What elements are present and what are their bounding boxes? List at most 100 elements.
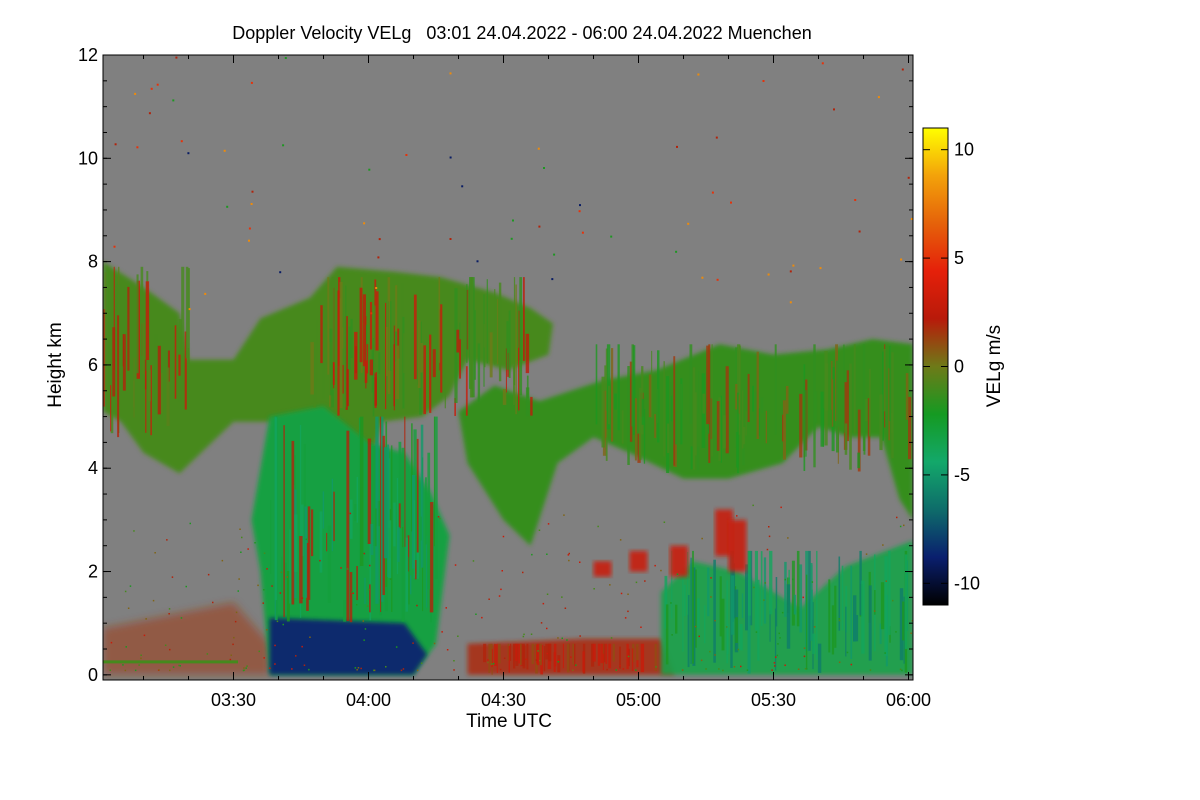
noise-speckle xyxy=(885,580,887,582)
noise-speckle xyxy=(899,525,902,528)
noise-speckle xyxy=(286,576,288,578)
noise-speckle-high xyxy=(858,230,861,233)
noise-speckle xyxy=(635,669,637,671)
streak-column xyxy=(380,416,382,612)
streak-upper xyxy=(372,338,375,417)
streak-column xyxy=(358,417,361,567)
y-tick-label: 0 xyxy=(88,665,98,685)
streak-low-east xyxy=(754,550,758,631)
streak-column xyxy=(407,535,410,572)
streak-east xyxy=(670,395,673,422)
streak-column xyxy=(411,423,413,532)
streak-east xyxy=(820,391,824,447)
noise-speckle-high xyxy=(378,238,381,241)
streak-low-east xyxy=(692,550,694,664)
streak-upper xyxy=(374,372,377,406)
noise-speckle xyxy=(357,667,360,669)
streak-upper xyxy=(397,328,400,359)
streak-east xyxy=(694,392,697,456)
streak-low-up xyxy=(562,643,564,669)
streak-low-east xyxy=(786,584,791,649)
streak-low-up xyxy=(526,643,529,670)
streak-upper xyxy=(505,348,507,393)
streak-east xyxy=(758,408,760,436)
noise-speckle-high xyxy=(537,147,540,150)
streak-low-up xyxy=(514,643,518,662)
streak-column xyxy=(304,506,307,598)
noise-speckle xyxy=(212,601,214,604)
streak-east xyxy=(765,410,767,444)
streak-low-up xyxy=(582,651,585,673)
noise-speckle xyxy=(539,659,541,662)
noise-speckle xyxy=(892,599,894,602)
noise-speckle-high xyxy=(175,56,178,59)
streak-low-east xyxy=(850,565,853,659)
noise-speckle xyxy=(110,641,113,644)
noise-speckle xyxy=(168,608,171,610)
noise-speckle xyxy=(472,560,475,562)
x-tick-label: 05:00 xyxy=(616,690,661,710)
streak-low-east xyxy=(796,550,800,627)
streak-low-up xyxy=(483,643,487,663)
streak-upper xyxy=(187,268,190,399)
streak-upper xyxy=(329,328,333,396)
streak-east xyxy=(857,452,861,469)
noise-speckle xyxy=(700,659,703,662)
noise-speckle xyxy=(838,661,841,663)
noise-speckle-high xyxy=(676,145,678,148)
noise-speckle xyxy=(768,535,771,538)
y-tick-label: 8 xyxy=(88,252,98,272)
streak-low-east xyxy=(793,594,797,615)
streak-low-up xyxy=(536,643,540,666)
noise-speckle-high xyxy=(136,146,139,149)
streak-low-up xyxy=(636,643,639,661)
streak-upper xyxy=(342,327,344,349)
noise-speckle xyxy=(274,644,276,647)
noise-speckle xyxy=(242,669,245,672)
streak-column xyxy=(283,562,287,580)
noise-speckle xyxy=(622,668,625,670)
chart-title: Doppler Velocity VELg 03:01 24.04.2022 -… xyxy=(232,23,811,43)
streak-upper xyxy=(440,304,443,393)
streak-upper xyxy=(354,346,357,374)
streak-upper xyxy=(187,348,190,382)
streak-column xyxy=(433,416,435,547)
noise-speckle xyxy=(416,669,419,672)
noise-speckle-high xyxy=(187,152,190,155)
streak-low-up xyxy=(605,643,608,664)
streak-low-east xyxy=(721,598,725,651)
noise-speckle xyxy=(243,667,245,669)
streak-east xyxy=(883,348,886,412)
noise-speckle xyxy=(271,585,273,587)
noise-speckle xyxy=(246,665,248,667)
streak-column xyxy=(396,478,399,575)
noise-speckle xyxy=(487,659,489,661)
streak-column xyxy=(404,416,406,547)
streak-east xyxy=(680,378,683,445)
noise-speckle xyxy=(152,599,155,602)
streak-low-up xyxy=(557,655,561,673)
noise-speckle xyxy=(354,667,357,669)
streak-east xyxy=(697,446,700,471)
streak-low-east xyxy=(879,623,882,644)
streak-column xyxy=(333,491,335,542)
streak-low-east xyxy=(810,563,813,641)
boundary-layer-west xyxy=(103,602,270,675)
streak-column xyxy=(322,491,325,529)
streak-east xyxy=(678,384,682,410)
noise-speckle-high xyxy=(449,72,452,75)
noise-speckle xyxy=(896,516,898,519)
streak-east xyxy=(673,356,676,466)
streak-upper xyxy=(145,370,147,433)
noise-speckle-high xyxy=(579,204,581,207)
noise-speckle-high xyxy=(148,112,151,115)
streak-upper xyxy=(327,277,330,375)
noise-speckle xyxy=(781,611,784,614)
streak-east xyxy=(595,344,598,425)
noise-speckle xyxy=(475,613,477,615)
noise-speckle xyxy=(276,620,279,623)
streak-east xyxy=(711,344,713,457)
noise-speckle xyxy=(158,669,160,671)
noise-speckle xyxy=(568,559,570,562)
